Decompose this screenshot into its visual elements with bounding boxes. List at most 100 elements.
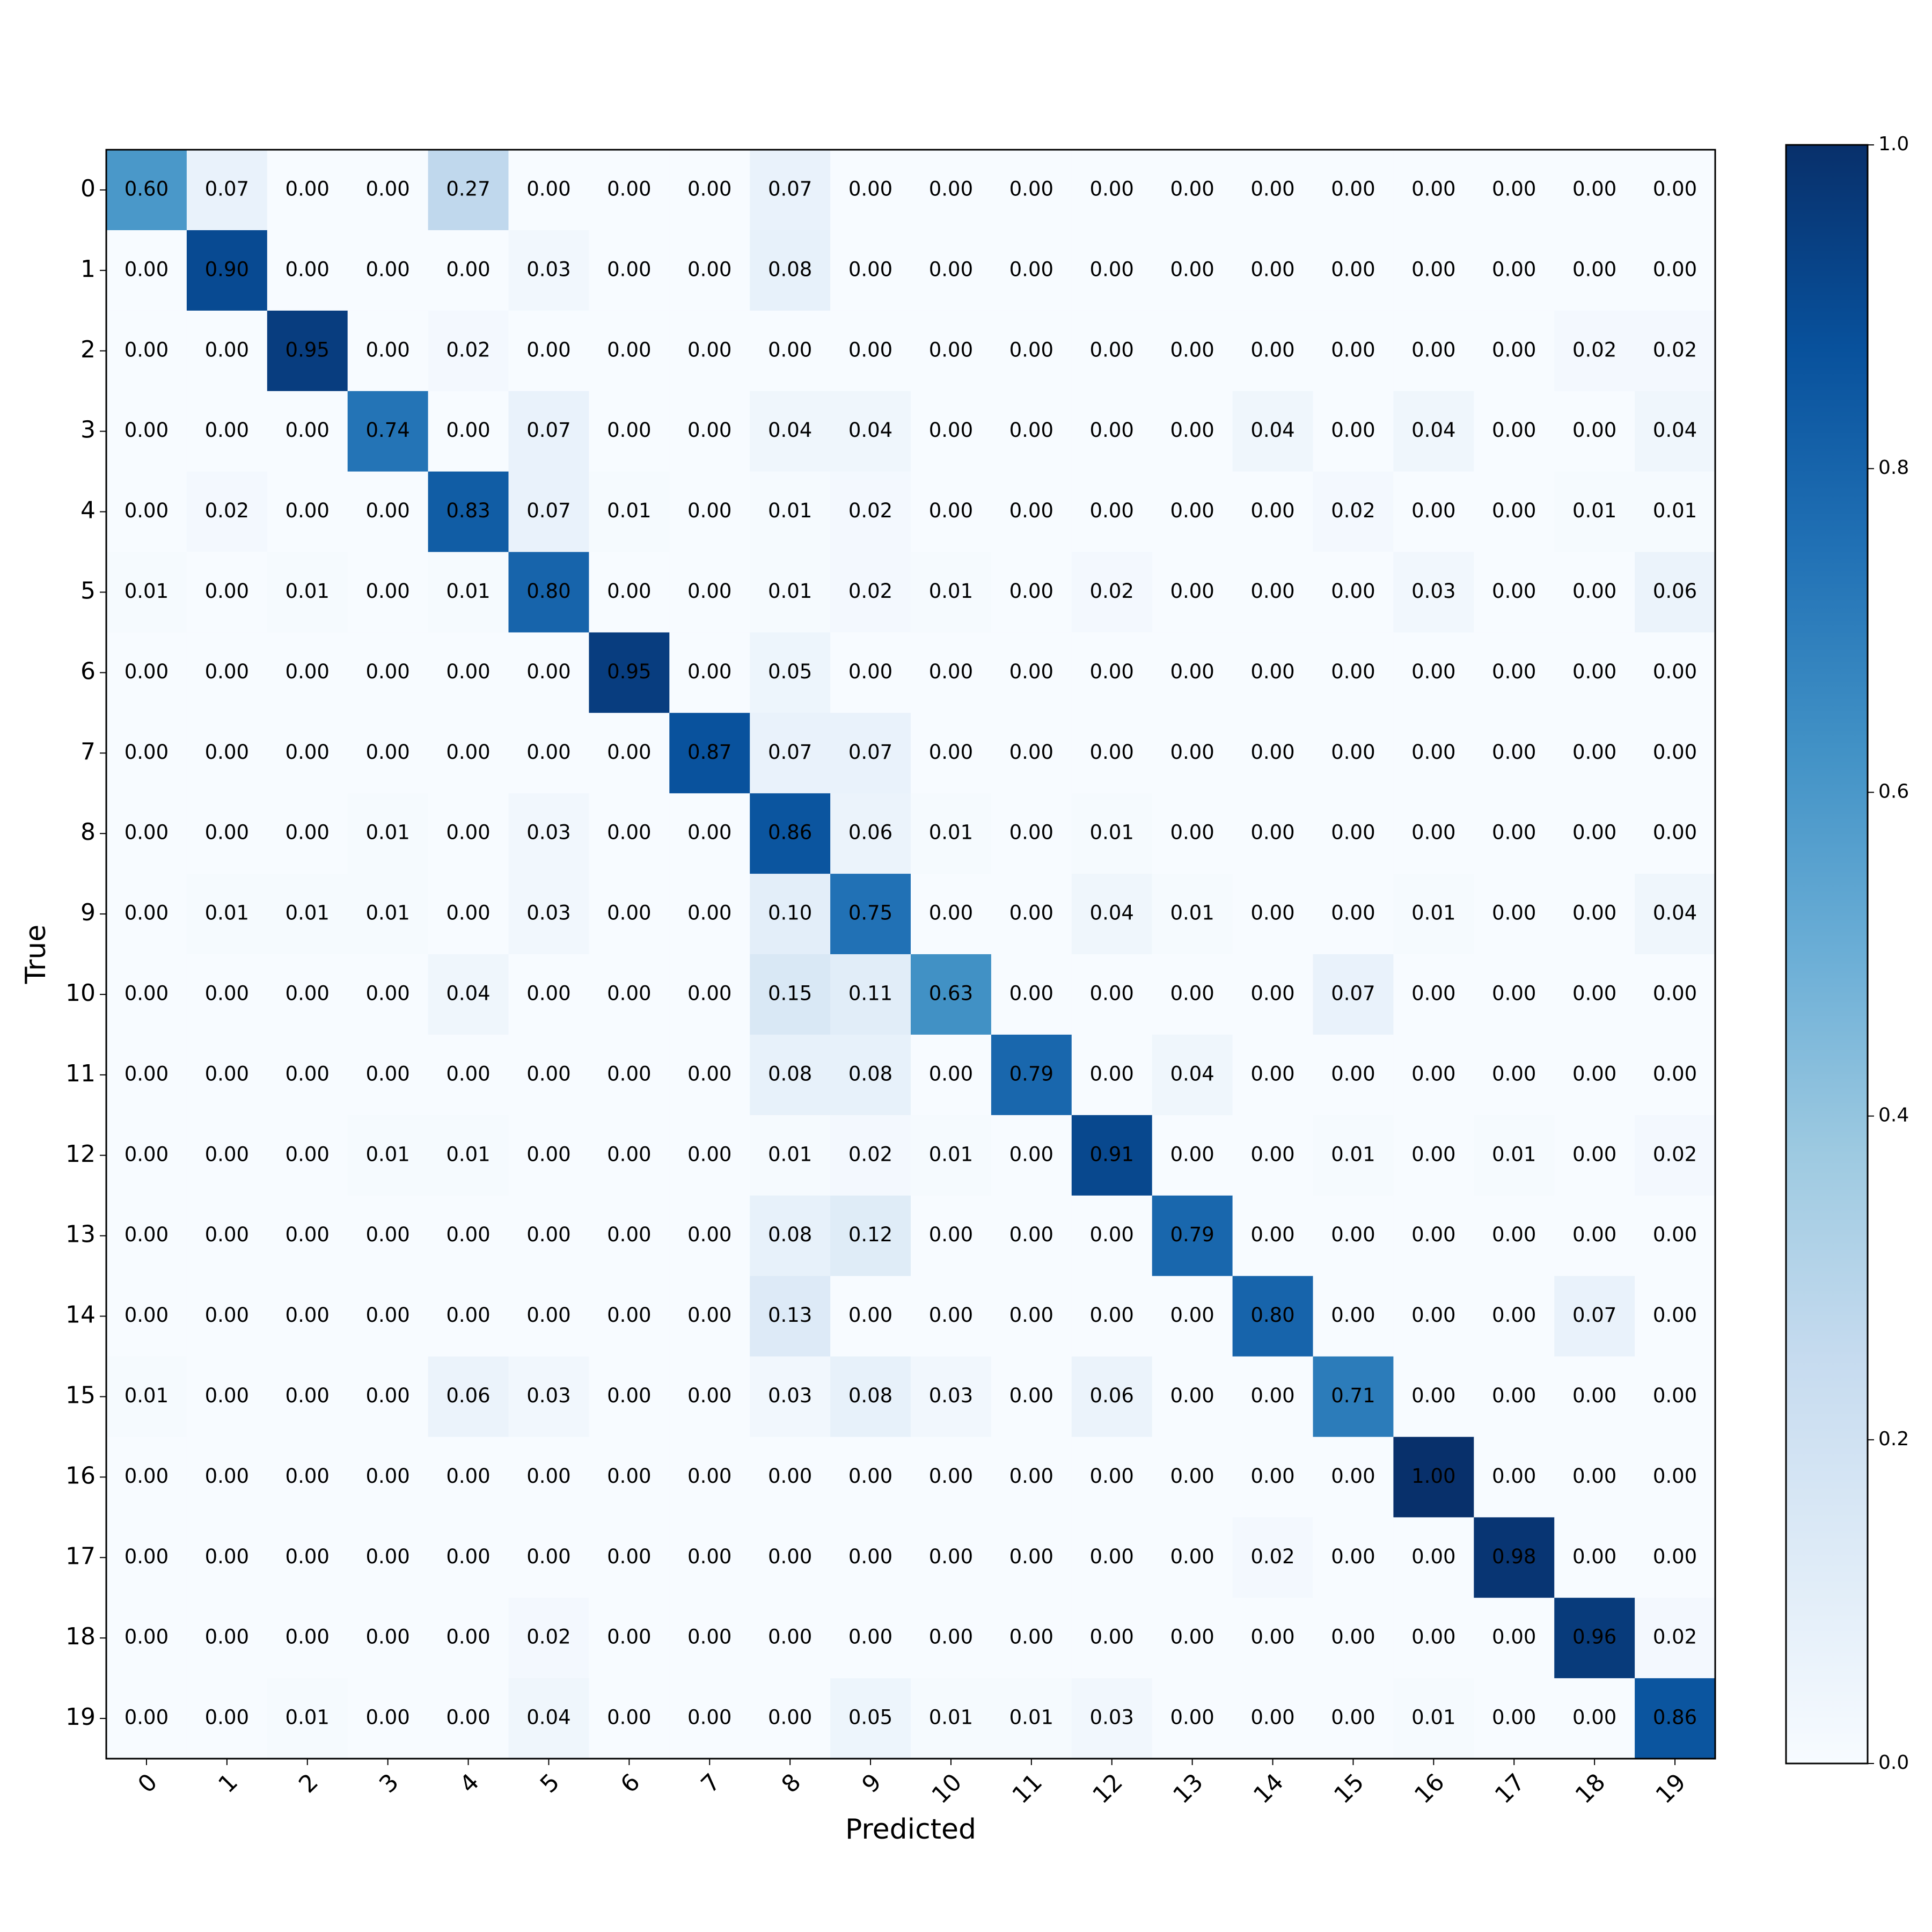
cell-label: 0.00 [687, 499, 731, 522]
cell [1152, 1034, 1233, 1116]
cell-label: 0.00 [1411, 338, 1455, 361]
cell [1232, 310, 1313, 392]
cell [669, 1276, 750, 1357]
cell [669, 1356, 750, 1437]
cell [1152, 1437, 1233, 1518]
cell-label: 0.00 [286, 177, 330, 200]
cell-label: 0.00 [1653, 821, 1697, 844]
cell [1152, 1517, 1233, 1598]
cell-label: 0.01 [446, 1143, 490, 1166]
cell-label: 0.01 [768, 499, 812, 522]
colorbar-tick-label: 0.0 [1878, 1752, 1909, 1774]
cell-label: 0.00 [607, 580, 651, 603]
cell [750, 1034, 831, 1116]
cell-label: 0.00 [1411, 1545, 1455, 1568]
cell [991, 391, 1072, 472]
cell-label: 0.00 [1170, 1465, 1214, 1488]
cell [1071, 954, 1153, 1035]
cell-label: 0.00 [286, 660, 330, 683]
cell [347, 391, 429, 472]
cell-label: 0.01 [929, 821, 973, 844]
cell-label: 0.00 [205, 660, 249, 683]
x-tick-label: 11 [1007, 1768, 1048, 1809]
cell-label: 0.00 [687, 1626, 731, 1649]
x-axis-label: Predicted [845, 1813, 976, 1846]
cell-label: 0.00 [526, 1143, 570, 1166]
cell-label: 0.00 [1009, 660, 1053, 683]
cell [106, 1195, 187, 1277]
cell-label: 0.01 [1090, 821, 1134, 844]
cell [1635, 230, 1716, 311]
cell [589, 793, 670, 874]
x-tick-label: 13 [1168, 1768, 1209, 1809]
cell-label: 0.00 [365, 982, 409, 1005]
cell-label: 0.00 [446, 1223, 490, 1246]
cell-label: 0.00 [607, 1626, 651, 1649]
cell [830, 230, 911, 311]
cell-label: 0.00 [929, 1545, 973, 1568]
colorbar-tick-label: 0.4 [1878, 1104, 1909, 1126]
cell [1393, 391, 1474, 472]
cell [991, 1276, 1072, 1357]
cell-label: 0.00 [205, 1062, 249, 1085]
cell [1393, 713, 1474, 794]
cell [1554, 1276, 1635, 1357]
cell-label: 0.00 [1009, 338, 1053, 361]
cell [1071, 874, 1153, 955]
cell [1554, 1356, 1635, 1437]
cell [830, 632, 911, 713]
cell-label: 0.96 [1572, 1626, 1616, 1649]
cell [1071, 1517, 1153, 1598]
cell [428, 1276, 509, 1357]
cell [186, 874, 268, 955]
cell [1313, 471, 1394, 552]
cell [1232, 1356, 1313, 1437]
cell [1635, 713, 1716, 794]
cell [508, 471, 589, 552]
cell-label: 0.00 [1653, 177, 1697, 200]
cell-label: 0.00 [1653, 1384, 1697, 1407]
cell [1554, 713, 1635, 794]
cell [106, 874, 187, 955]
cell [589, 1437, 670, 1518]
cell [750, 1356, 831, 1437]
cell-label: 0.00 [1492, 982, 1536, 1005]
cell-label: 0.01 [1572, 499, 1616, 522]
cell [508, 713, 589, 794]
cell [1554, 310, 1635, 392]
y-tick-label: 7 [80, 738, 96, 765]
cell [750, 1678, 831, 1759]
cell-label: 0.00 [1653, 1062, 1697, 1085]
cell [830, 713, 911, 794]
x-tick-label: 17 [1490, 1768, 1531, 1809]
cell [991, 874, 1072, 955]
cell [830, 1598, 911, 1679]
cell [1313, 552, 1394, 633]
cell-label: 0.07 [848, 741, 892, 764]
cell-label: 0.00 [1250, 1706, 1294, 1729]
cell-label: 0.00 [1331, 1062, 1375, 1085]
cell [1071, 1276, 1153, 1357]
cell [991, 310, 1072, 392]
cell-label: 0.00 [1572, 1545, 1616, 1568]
cell [1152, 954, 1233, 1035]
cell-label: 0.04 [1653, 902, 1697, 925]
cell [750, 713, 831, 794]
cell [669, 230, 750, 311]
cell [1313, 1356, 1394, 1437]
cell-label: 0.00 [1170, 1384, 1214, 1407]
cell-label: 0.00 [1411, 660, 1455, 683]
cell-label: 0.02 [1653, 1626, 1697, 1649]
cell-label: 0.00 [205, 1223, 249, 1246]
cell [106, 552, 187, 633]
cell-label: 0.04 [1090, 902, 1134, 925]
cell-label: 0.00 [125, 1465, 169, 1488]
cell [106, 1437, 187, 1518]
cell-label: 0.00 [1331, 902, 1375, 925]
cell [1232, 1115, 1313, 1196]
cell [1554, 1115, 1635, 1196]
cell-label: 0.00 [1170, 338, 1214, 361]
y-tick-label: 15 [65, 1381, 96, 1409]
cell [1393, 230, 1474, 311]
cell-label: 0.00 [365, 1545, 409, 1568]
